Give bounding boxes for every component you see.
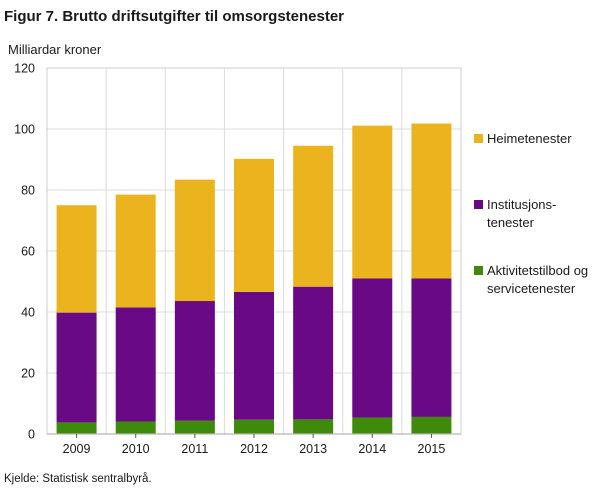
- y-tick-label: 120: [14, 62, 35, 76]
- y-tick-label: 40: [21, 306, 35, 320]
- legend-swatch: [474, 134, 483, 143]
- legend-swatch: [474, 266, 483, 275]
- bar-segment-2-2012: [234, 158, 274, 292]
- bar-segment-1-2013: [293, 286, 334, 420]
- bars: [47, 123, 461, 435]
- x-tick-label: 2013: [299, 442, 327, 456]
- y-tick-labels: 0 20 40 60 80 100 120: [14, 62, 35, 442]
- bar-segment-0-2015: [411, 416, 452, 434]
- bar-segment-0-2014: [352, 417, 393, 434]
- legend-item: Institusjons-tenester: [474, 197, 556, 230]
- legend-swatch: [474, 200, 483, 209]
- bar-segment-0-2013: [293, 419, 334, 434]
- bar-segment-2-2010: [115, 194, 156, 308]
- bar-segment-1-2012: [234, 291, 274, 420]
- y-tick-label: 100: [14, 123, 35, 137]
- y-axis-label: Milliardar kroner: [8, 42, 102, 57]
- x-tick-label: 2012: [240, 442, 268, 456]
- bar-segment-1-2015: [411, 278, 452, 417]
- legend-label: servicetenester: [487, 281, 576, 296]
- x-tick-label: 2011: [181, 442, 208, 456]
- bar-segment-2-2009: [56, 205, 97, 313]
- y-tick-label: 80: [21, 184, 35, 198]
- legend-item: Aktivitetstilbod og servicetenester: [474, 263, 588, 296]
- source-note: Kjelde: Statistisk sentralbyrå.: [4, 473, 152, 485]
- x-tick-label: 2009: [63, 442, 91, 456]
- legend-label: Aktivitetstilbod og: [487, 263, 588, 278]
- x-tick-label: 2014: [358, 442, 386, 456]
- bar-segment-1-2010: [115, 307, 156, 422]
- bar-segment-2-2011: [174, 179, 215, 302]
- bar-segment-2-2013: [293, 145, 334, 287]
- x-tick-labels: 2009 2010 2011 2012 2013 2014 2015: [63, 434, 446, 456]
- bar-segment-2-2014: [352, 125, 393, 279]
- legend-label: tenester: [487, 215, 535, 230]
- bar-segment-1-2011: [174, 301, 215, 421]
- x-tick-label: 2015: [418, 442, 446, 456]
- bar-segment-1-2014: [352, 278, 393, 418]
- y-tick-label: 60: [21, 245, 35, 259]
- chart-title: Figur 7. Brutto driftsutgifter til omsor…: [4, 8, 344, 25]
- bar-segment-1-2009: [56, 312, 97, 423]
- y-tick-label: 0: [28, 428, 35, 442]
- bar-segment-0-2011: [174, 420, 215, 434]
- legend: Heimetenester Institusjons-tenester Aktivi…: [474, 131, 588, 296]
- legend-label: Heimetenester: [487, 131, 572, 146]
- bar-segment-0-2012: [234, 419, 274, 434]
- legend-label: Institusjons-: [487, 197, 556, 212]
- x-tick-label: 2010: [122, 442, 150, 456]
- bar-segment-2-2015: [411, 123, 452, 279]
- bar-segment-0-2009: [56, 422, 97, 434]
- legend-item: Heimetenester: [474, 131, 572, 146]
- bar-segment-0-2010: [115, 421, 156, 434]
- y-tick-label: 20: [21, 367, 35, 381]
